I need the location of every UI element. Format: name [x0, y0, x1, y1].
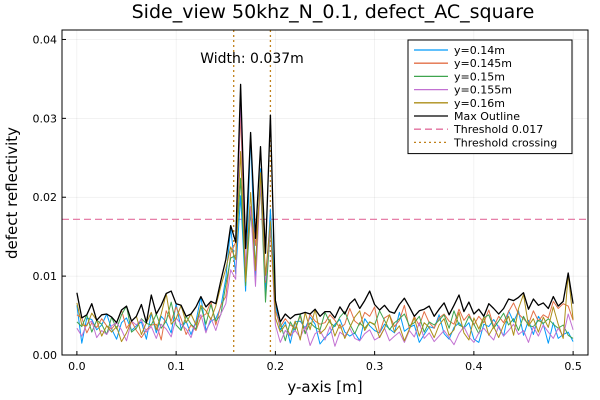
legend-label-2: y=0.145m — [454, 57, 512, 70]
y-tick-label-0: 0.00 — [33, 349, 58, 362]
chart-title: Side_view 50khz_N_0.1, defect_AC_square — [132, 1, 535, 23]
y-tick-label-4: 0.04 — [33, 33, 58, 46]
legend: y=0.14my=0.145my=0.15my=0.155my=0.16mMax… — [407, 39, 573, 155]
x-tick-label-5: 0.5 — [564, 360, 582, 373]
y-axis-title: defect reflectivity — [3, 127, 21, 259]
series-line-5 — [76, 151, 574, 343]
x-tick-label-0: 0.0 — [68, 360, 86, 373]
legend-label-4: y=0.155m — [454, 84, 512, 97]
y-tick-label-3: 0.03 — [33, 112, 58, 125]
width-annotation: Width: 0.037m — [200, 51, 304, 67]
x-tick-label-1: 0.1 — [167, 360, 185, 373]
series-line-6 — [76, 83, 574, 324]
legend-box — [407, 39, 573, 155]
x-tick-label-4: 0.4 — [465, 360, 483, 373]
legend-label-3: y=0.15m — [454, 70, 505, 83]
legend-label-8: Threshold crossing — [453, 136, 557, 149]
series-line-4 — [76, 97, 574, 347]
legend-label-1: y=0.14m — [454, 44, 505, 57]
series-lines — [76, 83, 574, 347]
threshold-lines — [62, 30, 588, 355]
plot-frame — [61, 29, 589, 356]
y-tick-label-2: 0.02 — [33, 191, 58, 204]
legend-label-7: Threshold 0.017 — [453, 123, 543, 136]
series-line-1 — [76, 134, 574, 345]
x-tick-label-3: 0.3 — [366, 360, 384, 373]
series-line-2 — [76, 113, 574, 341]
x-tick-label-2: 0.2 — [267, 360, 285, 373]
legend-label-6: Max Outline — [454, 110, 520, 123]
y-tick-label-1: 0.01 — [33, 270, 58, 283]
x-axis-title: y-axis [m] — [287, 378, 362, 396]
y-axis-ticks: 0.00 0.01 0.02 0.03 0.04 — [33, 33, 66, 362]
legend-label-5: y=0.16m — [454, 97, 505, 110]
x-axis-ticks: 0.0 0.1 0.2 0.3 0.4 0.5 — [68, 351, 582, 373]
